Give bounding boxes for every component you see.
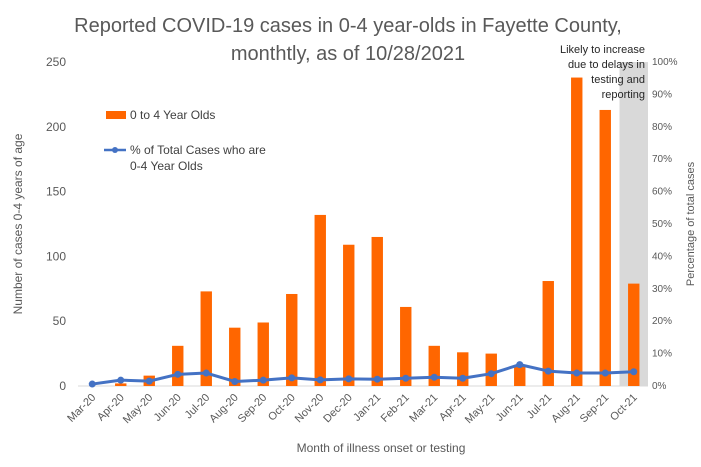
annotation-line: testing and	[591, 74, 645, 86]
line-series-layer	[88, 361, 638, 388]
chart-title-line2: monthtly, as of 10/28/2021	[231, 43, 465, 65]
y2-tick-label: 80%	[652, 122, 672, 133]
x-tick-label: Nov-20	[293, 392, 327, 426]
bar	[229, 327, 241, 386]
annotation: Likely to increase due to delays in test…	[560, 44, 645, 101]
line-point	[601, 369, 609, 377]
bar	[343, 244, 355, 386]
x-tick-label: Dec-20	[321, 392, 355, 426]
bar	[400, 306, 412, 386]
bar	[286, 293, 298, 386]
x-tick-label: Jun-20	[152, 392, 184, 424]
x-tick-label: Aug-21	[549, 392, 583, 426]
bar	[485, 353, 497, 386]
bar	[314, 214, 326, 386]
annotation-line: reporting	[602, 89, 645, 101]
x-axis-label: Month of illness onset or testing	[297, 441, 466, 455]
line-point	[630, 368, 638, 376]
annotation-line: due to delays in	[568, 59, 645, 71]
y2-tick-label: 40%	[652, 251, 672, 262]
line-point	[316, 376, 324, 384]
line-point	[231, 377, 239, 385]
line-point	[430, 373, 438, 381]
y2-tick-label: 30%	[652, 284, 672, 295]
x-tick-label: Oct-20	[266, 392, 298, 424]
x-tick-label: Oct-21	[608, 392, 640, 424]
x-tick-label: Feb-21	[379, 392, 412, 425]
legend-label-line: % of Total Cases who are	[130, 143, 266, 157]
bar	[200, 291, 212, 386]
line-point	[174, 370, 182, 378]
line-point	[516, 361, 524, 369]
line-point	[117, 376, 125, 384]
y2-tick-label: 20%	[652, 316, 672, 327]
legend-swatch-bar	[106, 111, 126, 119]
bar	[257, 322, 269, 386]
bar	[599, 109, 611, 387]
line-point	[459, 374, 467, 382]
bar	[571, 77, 583, 386]
line-point	[88, 380, 96, 388]
y2-tick-label: 0%	[652, 381, 667, 392]
line-point	[544, 367, 552, 375]
x-tick-label: May-20	[121, 392, 155, 426]
x-tick-label: May-21	[463, 392, 497, 426]
bar	[371, 236, 383, 386]
y-tick-label: 250	[46, 55, 66, 69]
legend-label-line-cont: 0-4 Year Olds	[130, 159, 203, 173]
annotation-line: Likely to increase	[560, 44, 645, 56]
bar	[115, 383, 127, 386]
y-tick-label: 150	[46, 185, 66, 199]
line-point	[259, 376, 267, 384]
bar	[542, 281, 554, 386]
y-tick-label: 0	[59, 379, 66, 393]
y-tick-label: 100	[46, 249, 66, 263]
bar	[628, 283, 640, 386]
line-point	[345, 375, 353, 383]
legend: 0 to 4 Year Olds % of Total Cases who ar…	[104, 108, 266, 173]
legend-label-bar: 0 to 4 Year Olds	[130, 108, 215, 122]
y-tick-label: 200	[46, 120, 66, 134]
line-point	[402, 374, 410, 382]
line-point	[202, 369, 210, 377]
line-point	[288, 374, 296, 382]
y2-axis-label: Percentage of total cases	[685, 161, 697, 286]
line-point	[145, 377, 153, 385]
bar	[428, 345, 440, 386]
y2-tick-label: 50%	[652, 219, 672, 230]
line-point	[573, 369, 581, 377]
y2-tick-label: 10%	[652, 349, 672, 360]
bar-series-layer	[115, 77, 640, 387]
x-tick-label: Jun-21	[494, 392, 526, 424]
line-series	[92, 363, 634, 386]
chart-title-line1: Reported COVID-19 cases in 0-4 year-olds…	[74, 15, 622, 37]
bar	[457, 352, 469, 386]
y-axis-label: Number of cases 0-4 years of age	[11, 133, 25, 314]
y2-tick-label: 90%	[652, 89, 672, 100]
bar	[172, 345, 184, 386]
x-tick-label: Mar-20	[65, 392, 98, 425]
legend-swatch-marker	[112, 147, 118, 153]
line-point	[487, 370, 495, 378]
y2-tick-label: 70%	[652, 154, 672, 165]
y2-tick-label: 100%	[652, 57, 678, 68]
y2-tick-label: 60%	[652, 187, 672, 198]
line-point	[373, 375, 381, 383]
y-tick-label: 50	[53, 314, 67, 328]
x-tick-label: Sep-21	[578, 392, 612, 426]
bar	[514, 365, 526, 386]
x-tick-label: Sep-20	[236, 392, 270, 426]
x-tick-label: Mar-21	[407, 392, 440, 425]
x-tick-label: Jan-21	[351, 392, 383, 424]
x-tick-label: Aug-20	[207, 392, 241, 426]
